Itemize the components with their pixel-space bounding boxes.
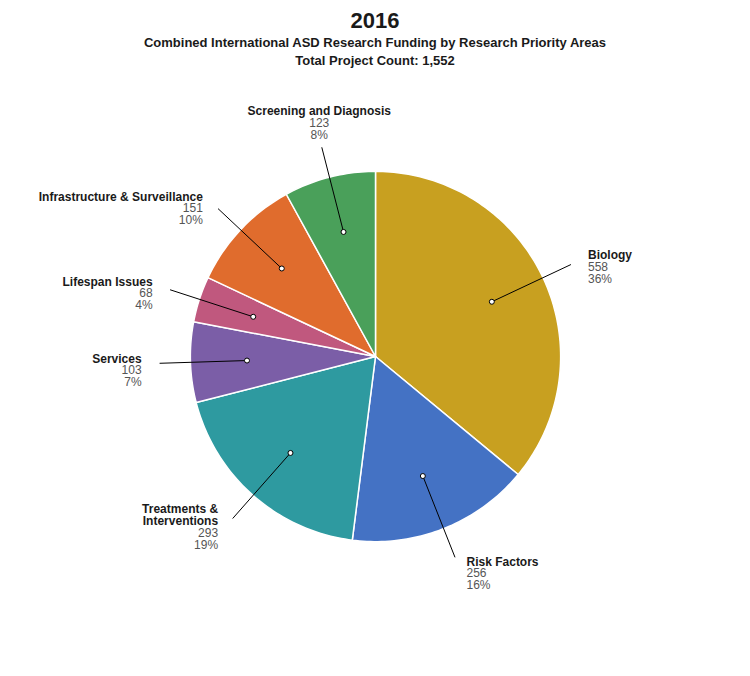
svg-text:Risk Factors: Risk Factors — [466, 554, 539, 569]
svg-text:15110%: 15110% — [179, 201, 203, 227]
svg-text:Lifespan Issues: Lifespan Issues — [62, 274, 153, 289]
html-text:2016: 2016 — [350, 8, 400, 33]
svg-text:Treatments &Interventions: Treatments &Interventions — [142, 502, 218, 528]
svg-text:Infrastructure & Surveillance: Infrastructure & Surveillance — [39, 190, 203, 204]
html-text:Total Project Count: 1,552: Total Project Count: 1,552 — [295, 53, 455, 68]
svg-text:Services: Services — [92, 351, 142, 366]
html-text:Combined International ASD Res: Combined International ASD Research Fund… — [144, 35, 606, 50]
svg-text:1037%: 1037% — [122, 363, 142, 389]
svg-text:684%: 684% — [135, 286, 153, 312]
svg-text:55836%: 55836% — [588, 260, 612, 286]
svg-text:1238%: 1238% — [309, 116, 329, 142]
svg-text:Screening and Diagnosis: Screening and Diagnosis — [247, 104, 391, 119]
svg-text:25616%: 25616% — [467, 566, 491, 592]
svg-text:29319%: 29319% — [194, 526, 218, 552]
svg-text:Biology: Biology — [588, 248, 632, 263]
